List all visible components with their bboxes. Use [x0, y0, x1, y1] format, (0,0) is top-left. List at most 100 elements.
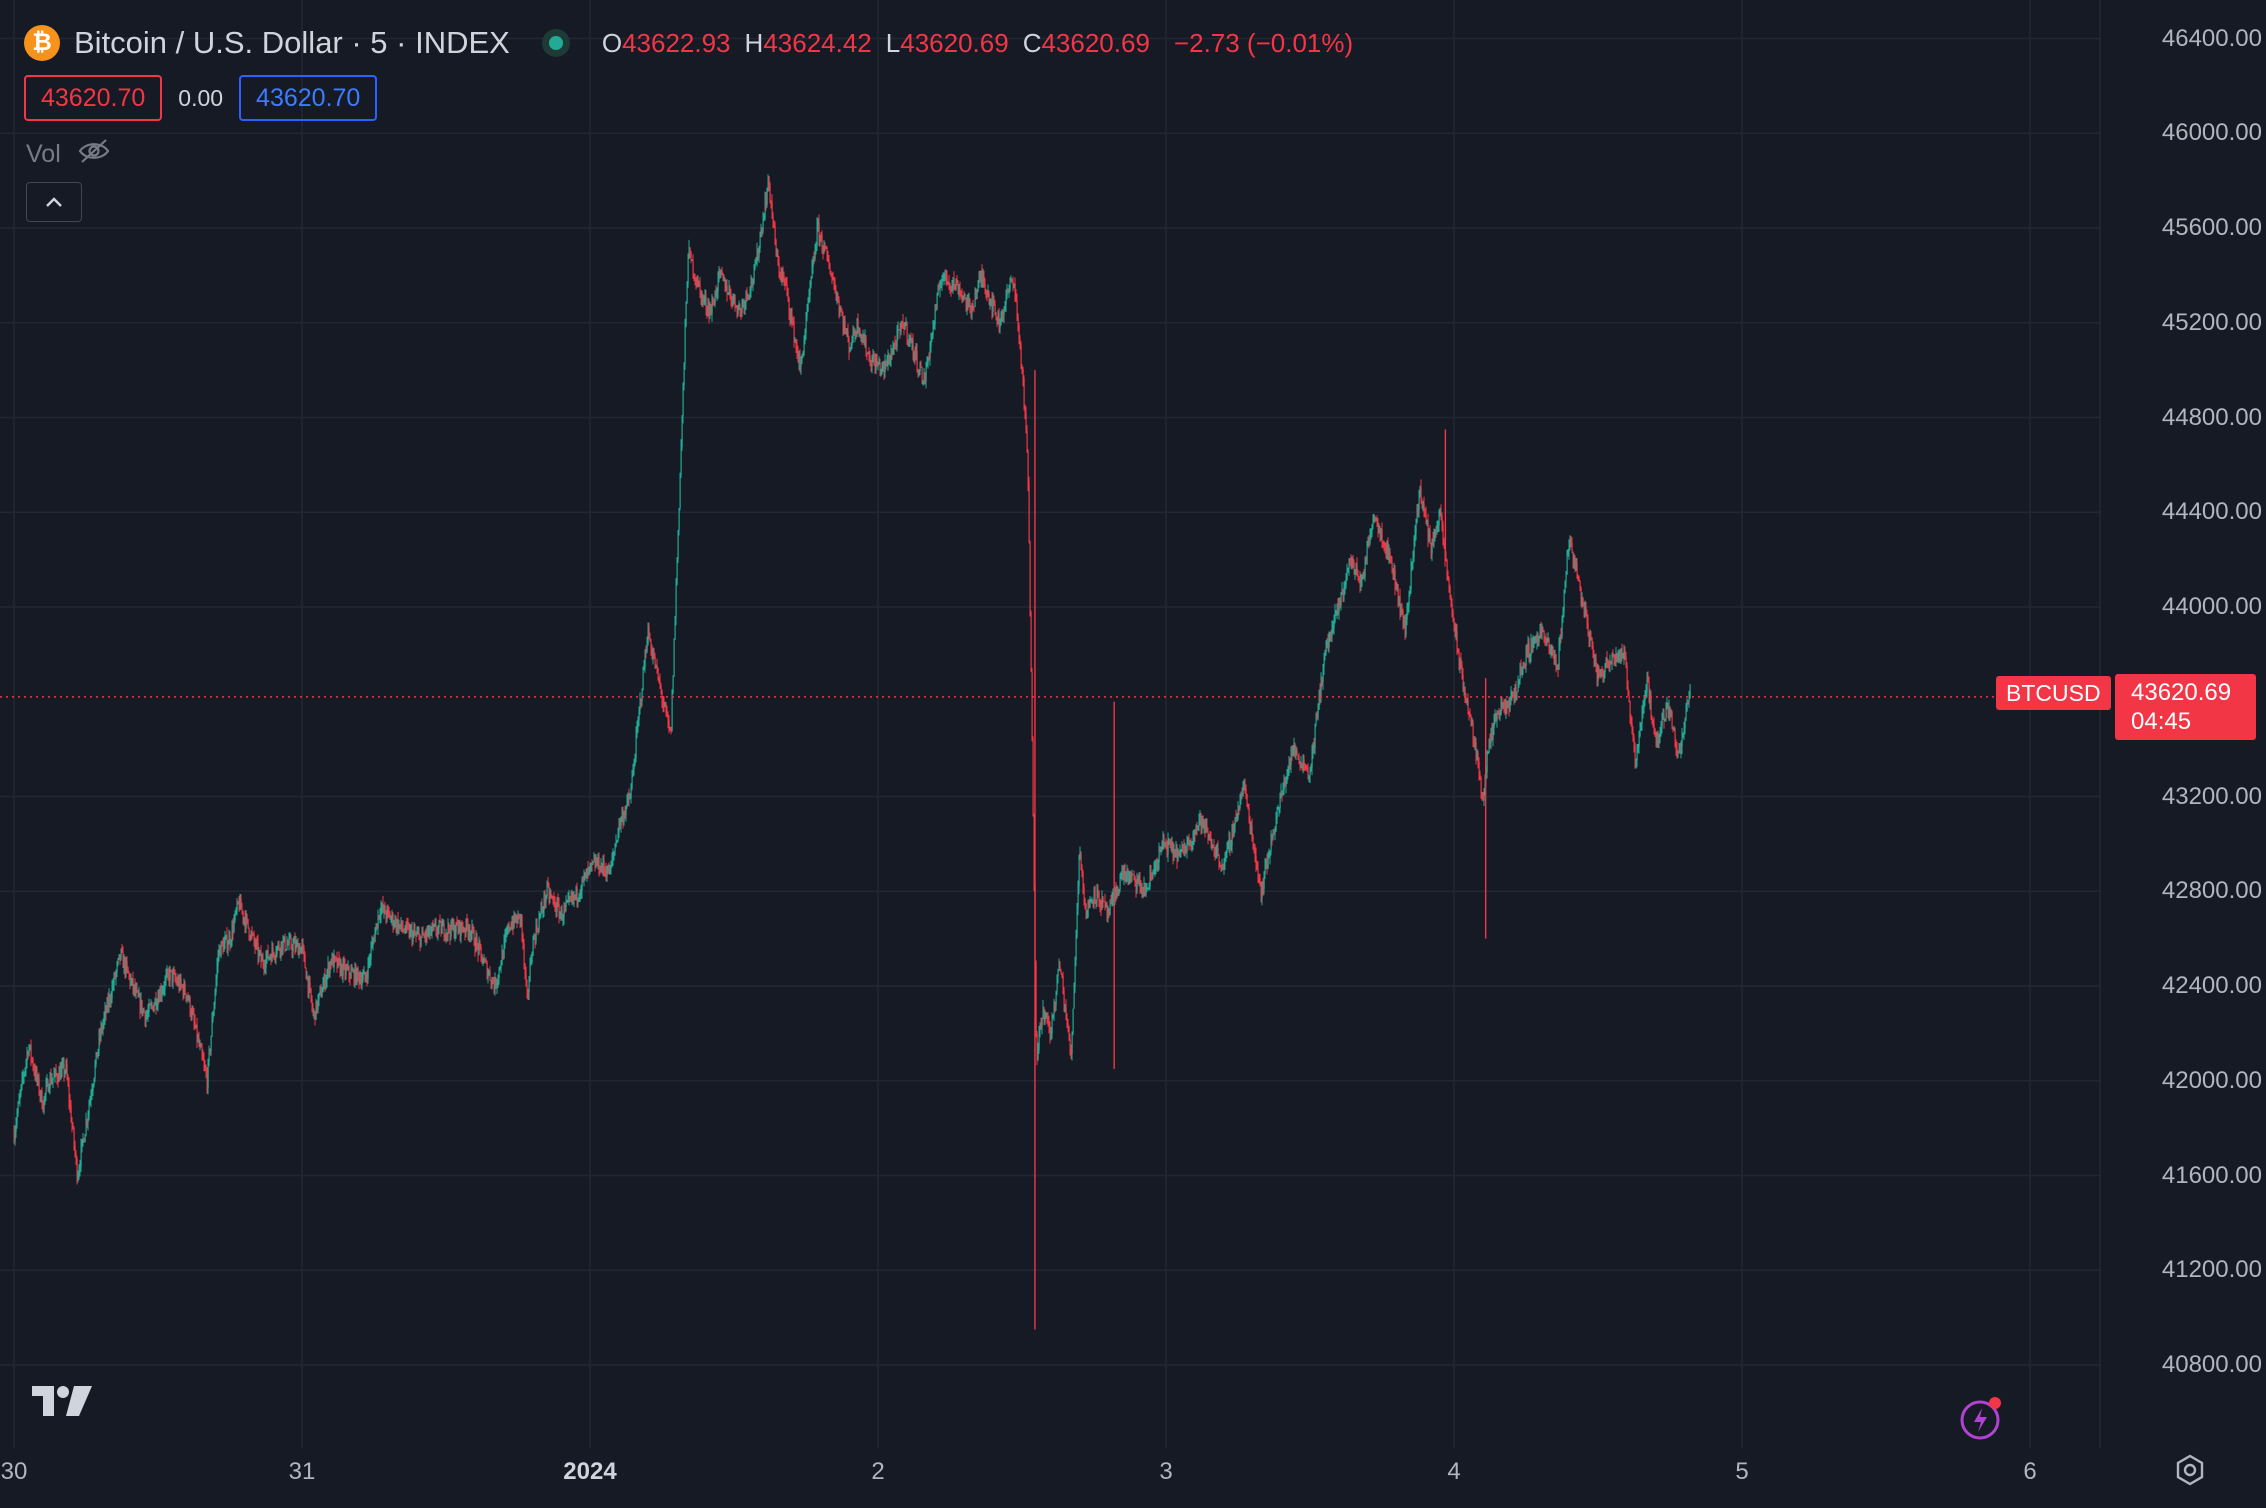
candle	[769, 181, 771, 204]
candle	[805, 311, 807, 340]
candle	[1143, 876, 1145, 897]
candle	[197, 1033, 199, 1043]
candle	[1491, 722, 1493, 741]
eye-off-icon[interactable]	[77, 138, 111, 171]
candle	[146, 1009, 148, 1020]
candle	[524, 963, 526, 980]
candle	[1154, 859, 1156, 877]
candle	[1454, 622, 1456, 638]
candle	[1583, 601, 1585, 618]
sell-price-button[interactable]: 43620.70	[24, 75, 163, 121]
time-axis-label: 4	[1447, 1458, 1461, 1485]
candle	[271, 940, 273, 963]
candle	[449, 924, 451, 945]
candle	[1588, 631, 1590, 648]
candle	[772, 211, 774, 229]
candle	[898, 329, 900, 331]
candle	[1163, 833, 1165, 850]
symbol-title[interactable]: Bitcoin / U.S. Dollar · 5 · INDEX	[74, 25, 510, 60]
market-open-icon[interactable]	[541, 29, 570, 57]
candle	[820, 232, 822, 242]
candle	[1465, 692, 1467, 704]
candle	[278, 940, 280, 951]
candle	[207, 1058, 209, 1095]
flash-icon[interactable]	[1958, 1394, 2006, 1447]
candle	[1463, 681, 1465, 696]
candle	[661, 689, 663, 708]
candle	[980, 270, 982, 288]
candle	[756, 242, 758, 267]
candle	[373, 934, 375, 945]
candle	[839, 305, 841, 317]
candle	[659, 673, 661, 690]
candle	[1074, 956, 1076, 993]
candle	[270, 953, 272, 966]
volume-indicator-row[interactable]: Vol	[26, 138, 111, 171]
candle	[917, 368, 919, 378]
candle	[154, 997, 156, 1006]
candle	[360, 971, 362, 989]
candle	[1137, 875, 1139, 884]
candle	[241, 902, 243, 915]
candle	[337, 958, 339, 969]
candle	[37, 1074, 39, 1087]
candle	[187, 992, 189, 1001]
candle	[1626, 662, 1628, 691]
candle	[282, 934, 284, 956]
collapse-legend-button[interactable]	[26, 182, 82, 222]
candle	[1020, 341, 1022, 369]
candle	[1078, 854, 1080, 895]
candle	[82, 1133, 84, 1147]
candle	[776, 248, 778, 258]
candle	[305, 967, 307, 980]
candle	[741, 298, 743, 318]
candle	[890, 344, 892, 368]
candle	[551, 894, 553, 900]
candle	[1525, 645, 1527, 673]
candle	[1213, 839, 1215, 857]
candle	[38, 1072, 40, 1096]
candle	[835, 285, 837, 301]
candle	[862, 329, 864, 344]
candle	[689, 247, 691, 259]
candle	[257, 934, 259, 965]
candle	[243, 916, 245, 926]
candle	[148, 998, 150, 1018]
candle	[43, 1096, 45, 1115]
candle	[441, 918, 443, 935]
candle	[479, 939, 481, 951]
candle	[1650, 690, 1652, 720]
candle	[531, 951, 533, 965]
gear-icon[interactable]	[2174, 1454, 2206, 1491]
candle	[823, 239, 825, 255]
candle	[1153, 861, 1155, 875]
candle	[818, 214, 820, 246]
tradingview-logo-icon[interactable]	[30, 1384, 94, 1423]
candle	[327, 955, 329, 980]
candle	[1523, 661, 1525, 669]
candle	[785, 276, 787, 287]
candle	[122, 946, 124, 969]
candle	[1298, 752, 1300, 765]
candle	[782, 266, 784, 283]
candle	[923, 368, 925, 385]
candle	[1388, 544, 1390, 565]
candle	[791, 307, 793, 328]
buy-price-button[interactable]: 43620.70	[239, 75, 378, 121]
candle	[1527, 635, 1529, 658]
candle	[1519, 662, 1521, 685]
candle	[1097, 884, 1099, 898]
candle	[798, 350, 800, 371]
candle	[396, 918, 398, 936]
candle	[39, 1089, 41, 1103]
candle	[891, 348, 893, 360]
candle	[1048, 1015, 1050, 1034]
candle	[822, 245, 824, 260]
candle	[292, 938, 294, 959]
candle	[865, 334, 867, 357]
candle	[1323, 652, 1325, 676]
candle	[1032, 736, 1034, 817]
candle	[1502, 701, 1504, 709]
candle	[893, 342, 895, 356]
